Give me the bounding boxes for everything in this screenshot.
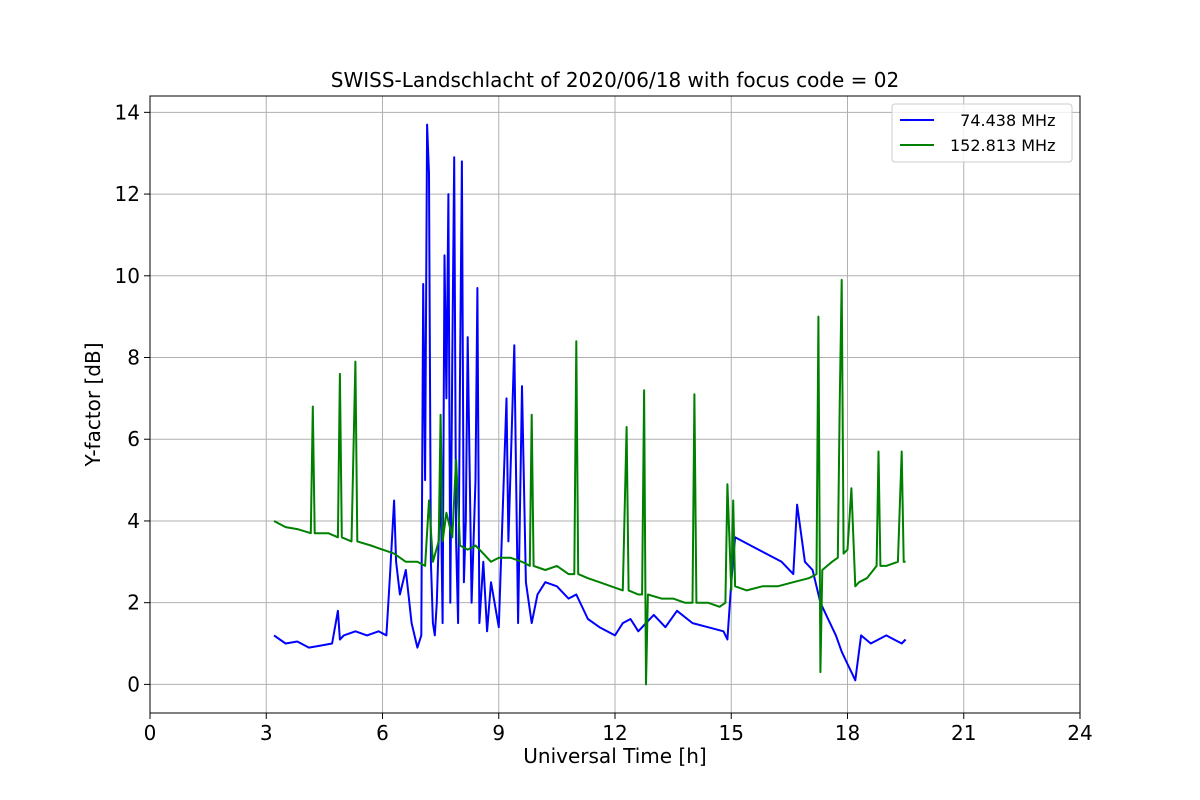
y-tick-label: 4 — [127, 509, 140, 533]
y-tick-label: 8 — [127, 346, 140, 370]
x-tick-label: 12 — [602, 721, 627, 745]
y-tick-label: 0 — [127, 672, 140, 696]
x-tick-label: 21 — [951, 721, 976, 745]
y-tick-label: 12 — [115, 182, 140, 206]
legend-label: 152.813 MHz — [950, 136, 1055, 155]
x-tick-label: 6 — [376, 721, 389, 745]
y-tick-label: 10 — [115, 264, 140, 288]
y-tick-label: 6 — [127, 427, 140, 451]
legend-label: 74.438 MHz — [950, 111, 1055, 130]
y-tick-label: 2 — [127, 591, 140, 615]
x-tick-label: 18 — [835, 721, 860, 745]
x-tick-label: 0 — [144, 721, 157, 745]
chart-title: SWISS-Landschlacht of 2020/06/18 with fo… — [331, 68, 899, 92]
legend-box — [891, 103, 1073, 163]
x-tick-label: 15 — [719, 721, 744, 745]
x-axis-label: Universal Time [h] — [523, 744, 706, 768]
x-tick-label: 3 — [260, 721, 273, 745]
series-layer — [273, 123, 907, 686]
y-axis: 0 2 4 6 8 10 12 14 — [115, 100, 150, 696]
x-tick-label: 9 — [492, 721, 505, 745]
x-tick-label: 24 — [1067, 721, 1092, 745]
series-line-2 — [273, 278, 906, 686]
x-axis: 0 3 6 9 12 15 18 21 24 — [144, 713, 1093, 745]
legend: 74.438 MHz 152.813 MHz — [891, 103, 1073, 163]
y-tick-label: 14 — [115, 100, 140, 124]
series-line-1 — [273, 123, 907, 682]
y-axis-label: Y-factor [dB] — [81, 342, 105, 467]
